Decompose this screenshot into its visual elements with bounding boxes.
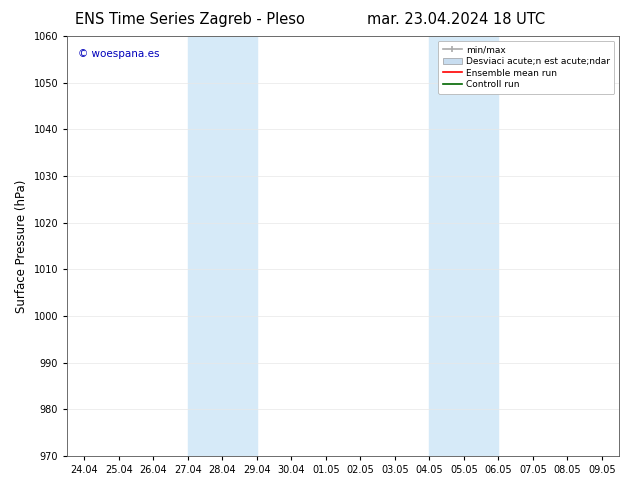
Bar [188, 36, 257, 456]
Bar [429, 36, 498, 456]
Legend: min/max, Desviaci acute;n est acute;ndar, Ensemble mean run, Controll run: min/max, Desviaci acute;n est acute;ndar… [438, 41, 614, 94]
Text: ENS Time Series Zagreb - Pleso: ENS Time Series Zagreb - Pleso [75, 12, 305, 27]
Text: © woespana.es: © woespana.es [78, 49, 160, 59]
Y-axis label: Surface Pressure (hPa): Surface Pressure (hPa) [15, 179, 28, 313]
Text: mar. 23.04.2024 18 UTC: mar. 23.04.2024 18 UTC [368, 12, 545, 27]
